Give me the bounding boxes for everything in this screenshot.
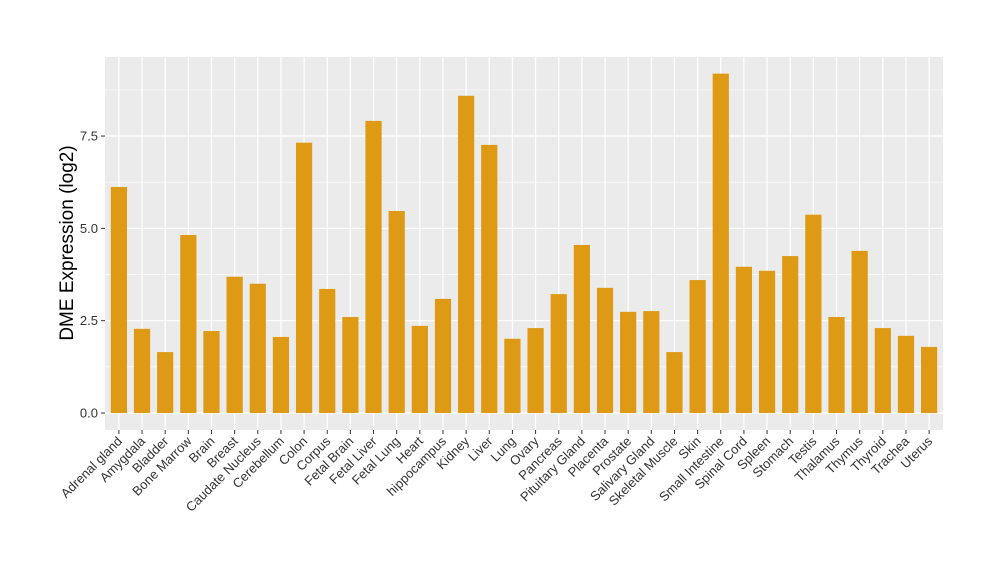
y-tick-label: 5.0 [80,221,98,236]
bar-adrenal-gland [110,186,127,414]
bar-ovary [527,328,544,414]
bar-colon [295,142,313,414]
bar-thymus [851,250,868,414]
bar-bladder [157,352,174,414]
y-tick-label: 0.0 [80,406,98,421]
bar-hippocampus [434,298,452,414]
bar-breast [226,276,243,414]
bar-prostate [620,311,637,414]
bar-testis [805,214,822,414]
bar-cerebellum [272,336,290,414]
bar-fetal-liver [365,120,382,414]
bar-bone-marrow [180,235,197,414]
bar-amygdala [133,328,151,414]
bar-stomach [782,256,799,414]
bar-skeletal-muscle [666,352,683,414]
bar-liver [481,144,498,414]
bar-caudate-nucleus [249,283,266,414]
bar-salivary-gland [643,311,660,414]
bar-pancreas [550,294,567,414]
bar-pituitary-gland [573,244,590,414]
bar-thyroid [874,328,891,414]
bar-trachea [897,335,915,414]
bar-fetal-brain [342,316,359,414]
y-tick-label: 7.5 [80,129,98,144]
bar-heart [411,325,428,414]
bar-small-intestine [712,73,729,414]
y-axis: 0.0 2.5 5.0 7.5 [80,129,105,421]
bar-brain [203,331,220,414]
bar-lung [504,338,521,414]
bar-uterus [921,346,938,414]
bar-corpus [319,288,336,414]
y-axis-label: DME Expression (log2) [57,145,78,340]
plot-panel [105,57,943,430]
bar-spinal-cord [735,266,753,414]
bar-kidney [458,95,475,414]
bar-placenta [596,287,614,414]
bar-fetal-lung [388,211,405,414]
bars [110,73,938,414]
bar-spleen [758,270,776,414]
bar-thalamus [828,316,845,414]
y-tick-label: 2.5 [80,313,98,328]
x-tick-label: Liver [465,433,496,464]
bar-skin [689,280,706,414]
